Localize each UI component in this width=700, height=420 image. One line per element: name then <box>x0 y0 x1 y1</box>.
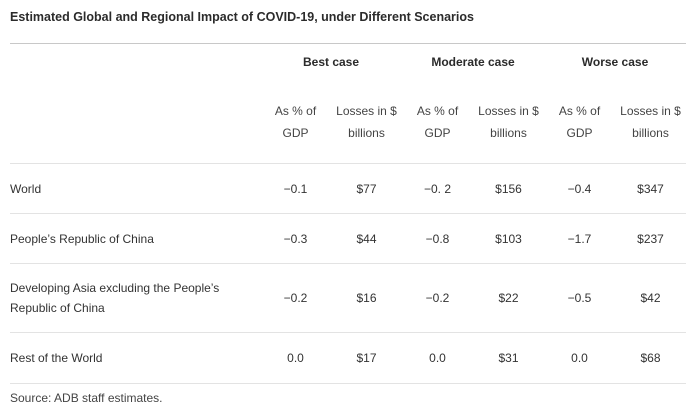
col-header-line: As % of <box>274 103 317 118</box>
scenario-header-best: Best case <box>302 55 360 69</box>
col-header-worse-pct: As % of GDP <box>544 80 615 164</box>
col-header-worse-loss: Losses in $ billions <box>615 80 686 164</box>
col-header-line: billions <box>632 125 669 140</box>
cell-worse-pct: −1.7 <box>544 213 616 264</box>
cell-best-loss: $17 <box>331 332 403 384</box>
bottom-rule-cell <box>10 383 687 384</box>
table-bottom-rule <box>10 383 687 384</box>
table-row-world: World −0.1 $77 −0. 2 $156 −0.4 $347 <box>10 163 687 214</box>
cell-best-loss: $16 <box>331 263 403 333</box>
cell-moderate-pct: −0.2 <box>402 263 474 333</box>
region-label: Rest of the World <box>10 332 260 384</box>
col-header-moderate-pct: As % of GDP <box>402 80 473 164</box>
col-header-line: As % of <box>416 103 459 118</box>
region-label-line: People’s Republic of China <box>10 231 154 246</box>
table-row-developing-asia: Developing Asia excluding the People’s R… <box>10 263 687 333</box>
region-label-line: World <box>10 181 42 196</box>
table-row-rest-of-world: Rest of the World 0.0 $17 0.0 $31 0.0 $6… <box>10 332 687 384</box>
scenario-header-worse: Worse case <box>581 55 649 69</box>
cell-moderate-pct: −0.8 <box>402 213 474 264</box>
impact-table: Best case Moderate case Worse case As % … <box>10 44 687 384</box>
col-header-best-loss: Losses in $ billions <box>331 80 402 164</box>
cell-best-loss: $77 <box>331 163 403 214</box>
col-header-line: GDP <box>566 125 593 140</box>
col-header-moderate-loss: Losses in $ billions <box>473 80 544 164</box>
region-label: World <box>10 163 260 214</box>
cell-best-pct: −0.3 <box>260 213 331 264</box>
col-header-line: GDP <box>282 125 309 140</box>
col-header-line: GDP <box>424 125 451 140</box>
region-label: People’s Republic of China <box>10 213 260 264</box>
cell-worse-loss: $42 <box>615 263 687 333</box>
col-header-line: Losses in $ <box>620 103 681 118</box>
cell-worse-pct: −0.4 <box>544 163 616 214</box>
col-header-line: Losses in $ <box>478 103 539 118</box>
cell-moderate-loss: $103 <box>473 213 545 264</box>
cell-worse-loss: $347 <box>615 163 687 214</box>
col-header-line: As % of <box>558 103 601 118</box>
empty-header-cell <box>10 44 260 80</box>
scenario-header-row: Best case Moderate case Worse case <box>10 44 686 80</box>
column-header-row: As % of GDP Losses in $ billions As % of… <box>10 80 686 164</box>
cell-moderate-loss: $31 <box>473 332 545 384</box>
cell-moderate-pct: −0. 2 <box>402 163 474 214</box>
col-header-line: billions <box>490 125 527 140</box>
cell-worse-loss: $237 <box>615 213 687 264</box>
cell-moderate-pct: 0.0 <box>402 332 474 384</box>
region-label-line: Republic of China <box>10 301 105 315</box>
region-label-line: Developing Asia excluding the People’s <box>10 281 220 295</box>
cell-best-pct: −0.1 <box>260 163 331 214</box>
col-header-line: billions <box>348 125 385 140</box>
empty-subheader-cell <box>10 80 260 164</box>
cell-best-pct: 0.0 <box>260 332 331 384</box>
cell-best-pct: −0.2 <box>260 263 331 333</box>
col-header-line: Losses in $ <box>336 103 397 118</box>
region-label-line: Rest of the World <box>10 351 103 365</box>
scenario-header-moderate: Moderate case <box>431 55 515 69</box>
cell-worse-pct: 0.0 <box>544 332 616 384</box>
cell-best-loss: $44 <box>331 213 403 264</box>
cell-worse-pct: −0.5 <box>544 263 616 333</box>
cell-moderate-loss: $22 <box>473 263 545 333</box>
table-title: Estimated Global and Regional Impact of … <box>10 10 474 24</box>
region-label: Developing Asia excluding the People’s R… <box>10 263 260 333</box>
cell-worse-loss: $68 <box>615 332 687 384</box>
table-row-china: People’s Republic of China −0.3 $44 −0.8… <box>10 213 687 264</box>
col-header-best-pct: As % of GDP <box>260 80 331 164</box>
title-divider <box>10 43 686 44</box>
source-note: Source: ADB staff estimates. <box>10 391 163 405</box>
cell-moderate-loss: $156 <box>473 163 545 214</box>
